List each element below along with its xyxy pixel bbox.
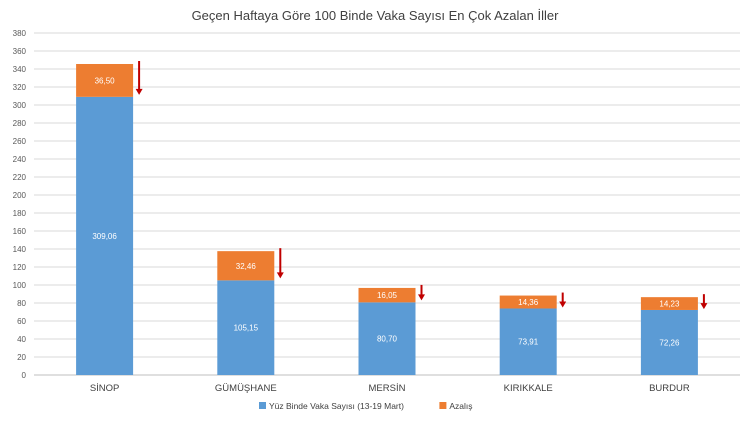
- y-tick-label: 200: [13, 191, 27, 200]
- bar-segment: [358, 287, 416, 303]
- x-tick-label: SİNOP: [90, 383, 120, 394]
- y-tick-label: 260: [13, 137, 27, 146]
- legend-swatch: [439, 402, 447, 409]
- data-label: 105,15: [234, 324, 259, 333]
- y-tick-label: 380: [13, 29, 27, 38]
- decrease-arrowhead: [418, 294, 425, 301]
- y-tick-label: 20: [17, 353, 26, 362]
- bar-segment: [499, 308, 557, 375]
- y-tick-label: 360: [13, 47, 27, 56]
- x-tick-label: GÜMÜŞHANE: [215, 383, 277, 394]
- bar-segment: [640, 309, 698, 375]
- y-tick-label: 140: [13, 245, 27, 254]
- y-tick-label: 280: [13, 119, 27, 128]
- legend: Yüz Binde Vaka Sayısı (13-19 Mart) Azalış: [259, 401, 473, 411]
- x-tick-label: KIRIKKALE: [504, 383, 553, 394]
- y-axis-ticks: 0 20 40 60 80 100 120 140 160 180 200 220 240 260 280 3…: [13, 29, 27, 380]
- legend-swatch: [259, 402, 266, 409]
- data-label: 36,50: [95, 76, 116, 85]
- y-tick-label: 240: [13, 155, 27, 164]
- y-tick-label: 40: [17, 335, 26, 344]
- x-tick-label: MERSİN: [369, 383, 406, 394]
- y-tick-label: 300: [13, 101, 27, 110]
- bar-segment: [76, 96, 134, 375]
- y-tick-label: 100: [13, 281, 27, 290]
- gridlines: [34, 32, 740, 376]
- x-axis-ticks: SİNOP GÜMÜŞHANE MERSİN KIRIKKALE BURDUR: [90, 383, 690, 394]
- y-tick-label: 340: [13, 65, 27, 74]
- bar-segment: [640, 297, 698, 310]
- y-tick-label: 0: [22, 371, 27, 380]
- decrease-arrowhead: [276, 272, 284, 279]
- data-label: 14,23: [659, 300, 680, 309]
- bar-segment: [217, 251, 275, 281]
- bar-segment: [76, 63, 134, 97]
- data-label: 16,05: [377, 291, 398, 300]
- data-label: 14,36: [518, 298, 539, 307]
- legend-label: Azalış: [449, 401, 472, 411]
- bars: 309,06 36,50 105,15 32,46 80,70 16,05 73,91 14,…: [76, 60, 708, 375]
- data-label: 72,26: [659, 338, 680, 347]
- data-label: 80,70: [377, 335, 398, 344]
- y-tick-label: 220: [13, 173, 27, 182]
- bar-segment: [358, 302, 416, 375]
- y-tick-label: 160: [13, 227, 27, 236]
- y-tick-label: 120: [13, 263, 27, 272]
- decrease-arrowhead: [700, 303, 708, 310]
- x-tick-label: BURDUR: [649, 383, 690, 394]
- y-tick-label: 180: [13, 209, 27, 218]
- bar-segment: [217, 280, 275, 375]
- data-label: 32,46: [236, 262, 257, 271]
- bar-segment: [499, 295, 557, 309]
- y-tick-label: 80: [17, 299, 26, 308]
- chart-title: Geçen Haftaya Göre 100 Binde Vaka Sayısı…: [192, 8, 560, 23]
- y-tick-label: 320: [13, 83, 27, 92]
- data-label: 309,06: [92, 232, 117, 241]
- y-tick-label: 60: [17, 317, 26, 326]
- legend-label: Yüz Binde Vaka Sayısı (13-19 Mart): [269, 401, 404, 411]
- data-label: 73,91: [518, 338, 539, 347]
- decrease-arrowhead: [135, 88, 143, 95]
- decrease-arrowhead: [559, 301, 567, 308]
